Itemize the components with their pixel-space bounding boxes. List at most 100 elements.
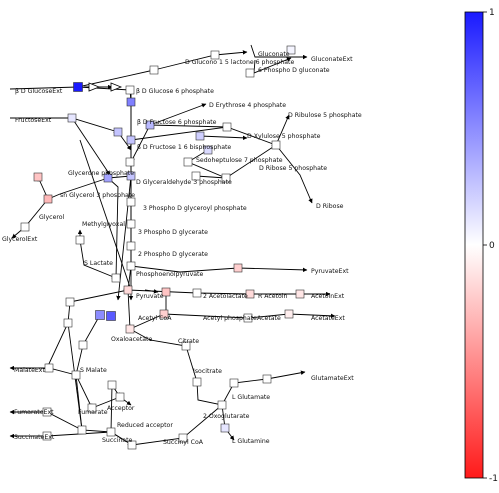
reaction-node-r41 bbox=[78, 340, 88, 350]
reaction-node-r54 bbox=[115, 392, 125, 402]
reaction-node-r28 bbox=[126, 261, 136, 271]
metabolite-acceptor: Acceptor bbox=[107, 405, 135, 412]
reaction-node-r56 bbox=[217, 400, 227, 410]
reaction-edge bbox=[129, 328, 306, 406]
reaction-edge bbox=[130, 125, 228, 141]
metabolite-xylulose-5p: D Xylulose 5 phosphate bbox=[247, 133, 321, 140]
reaction-node-r51 bbox=[107, 380, 117, 390]
metabolite-3pg: 3 Phospho D glycerate bbox=[138, 229, 208, 236]
metabolite-pyruvate: Pyruvate bbox=[136, 293, 164, 300]
reaction-node-r38 bbox=[125, 324, 135, 334]
metabolite-glucose-ext: β D GlucoseExt bbox=[15, 88, 63, 95]
reaction-node-r10 bbox=[145, 120, 155, 130]
reaction-node-r33 bbox=[233, 263, 243, 273]
reaction-node-r14 bbox=[125, 157, 135, 167]
metabolite-6-phospho-gluconate: 6 Phospho D gluconate bbox=[258, 67, 330, 74]
reaction-edge bbox=[221, 404, 235, 441]
reaction-edge bbox=[130, 265, 308, 273]
metabolite-fructose-6p: β D Fructose 6 phosphate bbox=[137, 119, 217, 126]
metabolite-reduced-acceptor: Reduced acceptor bbox=[117, 422, 173, 429]
reaction-node-r07 bbox=[67, 113, 77, 123]
reaction-node-r06 bbox=[125, 85, 135, 95]
metabolite-succinate-ext: SuccinateExt bbox=[14, 434, 55, 441]
metabolite-gluconate: Gluconate bbox=[258, 51, 290, 58]
reaction-node-r03 bbox=[245, 68, 255, 78]
reaction-node-r40 bbox=[63, 318, 73, 328]
metabolite-citrate: Citrate bbox=[178, 338, 199, 345]
colorbar-gradient bbox=[464, 11, 484, 479]
edges-layer bbox=[9, 44, 336, 446]
reaction-node-r11 bbox=[222, 122, 232, 132]
reaction-node-r27 bbox=[126, 241, 136, 251]
reaction-node-r43 bbox=[106, 311, 116, 321]
reaction-edge bbox=[250, 44, 308, 60]
reaction-node-r55 bbox=[87, 403, 97, 413]
metabolite-acetoin: R Acetoin bbox=[258, 293, 288, 300]
metabolite-2pg: 2 Phospho D glycerate bbox=[138, 251, 208, 258]
metabolite-bpg: 3 Phospho D glyceroyl phosphate bbox=[143, 205, 247, 212]
metabolite-fumarate: Fumarate bbox=[78, 409, 108, 416]
reaction-node-r42 bbox=[95, 310, 105, 320]
reaction-edge bbox=[79, 239, 117, 279]
reaction-node-r48 bbox=[192, 377, 202, 387]
reaction-node-r20 bbox=[191, 171, 201, 181]
metabolite-acetolactate: 2 Acetolactate bbox=[203, 293, 248, 300]
metabolite-fructose-bisp: β D Fructose 1 6 bisphosphate bbox=[137, 144, 231, 151]
reaction-node-r18 bbox=[126, 171, 136, 181]
metabolite-glucose-6p: β D Glucose 6 phosphate bbox=[136, 88, 214, 95]
reaction-node-r62 bbox=[178, 433, 188, 443]
metabolite-sedoheptulose-7p: Sedoheptulose 7 phosphate bbox=[196, 157, 283, 164]
reaction-node-r53 bbox=[42, 407, 52, 417]
reaction-node-r19 bbox=[183, 157, 193, 167]
metabolite-oxoglutarate: 2 Oxoglutarate bbox=[203, 413, 250, 420]
reaction-edge bbox=[69, 288, 129, 303]
reaction-node-r46 bbox=[181, 341, 191, 351]
metabolite-ribose-5p: D Ribose 5 phosphate bbox=[259, 165, 327, 172]
reaction-node-r45 bbox=[243, 313, 253, 323]
reaction-node-r39 bbox=[284, 309, 294, 319]
metabolite-pyruvate-ext: PyruvateExt bbox=[311, 268, 349, 275]
colorbar-tick-mid: 0 bbox=[489, 241, 495, 251]
reaction-node-r57 bbox=[42, 431, 52, 441]
reaction-node-r52 bbox=[229, 378, 239, 388]
reaction-node-r24 bbox=[20, 222, 30, 232]
metabolite-glyceraldehyde-3p: D Glyceraldehyde 3 phosphate bbox=[136, 179, 232, 186]
reaction-nodes-layer bbox=[20, 45, 305, 450]
metabolite-oxaloacetate: Oxaloacetate bbox=[111, 336, 152, 343]
metabolite-acetate: Acetate bbox=[257, 315, 281, 322]
metabolite-malate: S Malate bbox=[80, 367, 107, 374]
metabolite-succinyl-coa: Succinyl CoA bbox=[163, 439, 204, 446]
reaction-edge bbox=[37, 176, 109, 200]
reaction-node-r44 bbox=[159, 309, 169, 319]
metabolite-erythrose-4p: D Erythrose 4 phosphate bbox=[209, 102, 286, 109]
reaction-node-r60 bbox=[77, 425, 87, 435]
metabolite-glycerol: Glycerol bbox=[39, 214, 65, 221]
reaction-node-r36 bbox=[65, 297, 75, 307]
reaction-node-r23 bbox=[43, 194, 53, 204]
reaction-edge bbox=[75, 374, 93, 409]
reaction-node-r49 bbox=[71, 370, 81, 380]
metabolite-glycerol-3p: sn Glycerol 3 phosphate bbox=[60, 192, 135, 199]
reaction-node-r35 bbox=[295, 289, 305, 299]
colorbar-tick-bottom: -1 bbox=[489, 474, 498, 484]
metabolite-glutamine: L Glutamine bbox=[232, 438, 270, 445]
reaction-node-r21 bbox=[221, 173, 231, 183]
metabolite-ribose: D Ribose bbox=[316, 203, 344, 210]
reaction-node-r47 bbox=[44, 363, 54, 373]
metabolite-isocitrate: Isocitrate bbox=[193, 368, 222, 375]
reaction-node-r08 bbox=[126, 97, 136, 107]
reaction-node-r22 bbox=[33, 172, 43, 182]
reaction-edge bbox=[149, 103, 207, 126]
metabolite-labels: GluconateExt Gluconate D Glucono 1 5 lac… bbox=[2, 51, 362, 446]
colorbar-tick-top: 1 bbox=[489, 8, 495, 18]
reaction-node-r16 bbox=[271, 140, 281, 150]
reaction-node-r25 bbox=[126, 197, 136, 207]
metabolite-acetoin-ext: AcetoinExt bbox=[311, 293, 345, 300]
transport-arrow-icon bbox=[88, 82, 101, 92]
reaction-node-r29 bbox=[75, 235, 85, 245]
metabolite-malate-ext: MalateExt bbox=[14, 367, 45, 374]
metabolite-succinate: Succinate bbox=[102, 437, 133, 444]
metabolite-glycerol-ext: GlycerolExt bbox=[2, 236, 38, 243]
